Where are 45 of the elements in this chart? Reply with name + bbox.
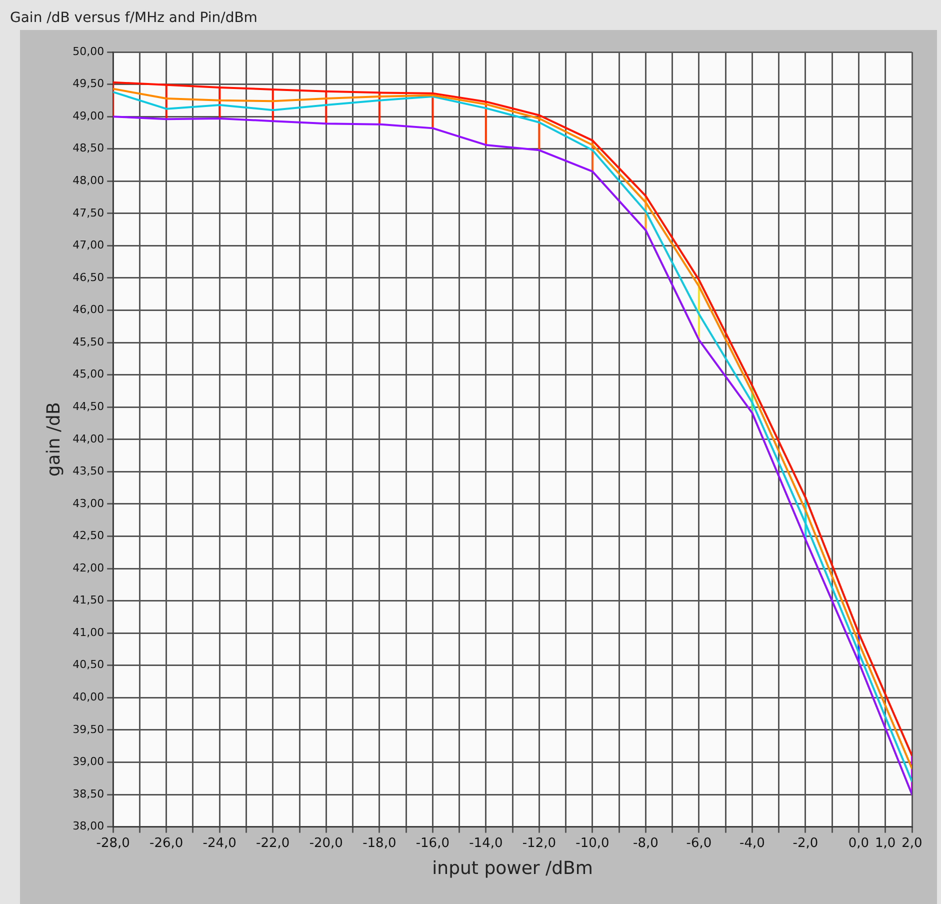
y-tick-label: 40,50 (72, 658, 104, 672)
y-tick-label: 49,50 (72, 77, 104, 90)
y-tick-label: 39,00 (72, 755, 104, 768)
y-tick-label: 45,50 (72, 335, 104, 348)
y-tick-label: 38,00 (72, 820, 104, 833)
y-tick-label: 47,50 (72, 206, 104, 220)
y-tick-label: 42,00 (72, 561, 104, 574)
y-tick-label: 48,50 (72, 142, 104, 155)
y-tick-label: 46,00 (72, 303, 104, 316)
y-tick-label: 46,50 (72, 270, 104, 284)
x-tick-label: -6,0 (686, 836, 712, 851)
x-tick-label: -10,0 (576, 836, 610, 851)
y-tick-label: 49,00 (72, 109, 104, 122)
x-axis-title: input power /dBm (432, 858, 593, 879)
x-tick-label: 0,0 (848, 836, 870, 851)
y-tick-label: 38,50 (72, 787, 104, 800)
x-tick-label: -16,0 (416, 836, 450, 851)
x-tick-label: -26,0 (150, 836, 184, 851)
x-tick-label: -12,0 (522, 836, 556, 851)
x-tick-label: -18,0 (362, 836, 396, 851)
y-tick-label: 44,00 (72, 432, 104, 446)
x-tick-label: -22,0 (256, 836, 290, 851)
y-tick-label: 44,50 (72, 400, 104, 413)
x-tick-label: -2,0 (792, 836, 818, 851)
y-tick-label: 43,00 (72, 496, 104, 510)
y-tick-label: 45,00 (72, 368, 104, 381)
x-tick-label: -14,0 (469, 836, 503, 851)
y-tick-label: 41,00 (72, 626, 104, 639)
chart-title: Gain /dB versus f/MHz and Pin/dBm (6, 8, 262, 28)
y-tick-label: 42,50 (72, 529, 104, 542)
x-tick-label: 1,0 (875, 836, 896, 851)
x-tick-label: -8,0 (633, 836, 658, 851)
y-tick-label: 41,50 (72, 594, 104, 607)
y-tick-label: 43,50 (72, 464, 104, 478)
x-tick-label: -24,0 (202, 836, 236, 851)
y-tick-label: 40,00 (72, 690, 104, 704)
y-tick-label: 50,00 (72, 44, 104, 58)
y-tick-label: 47,00 (72, 238, 104, 252)
x-tick-label: -20,0 (309, 836, 343, 851)
y-axis-title: gain /dB (43, 402, 64, 477)
y-tick-label: 48,00 (72, 174, 104, 187)
x-tick-label: -4,0 (740, 836, 765, 851)
x-tick-label: 2,0 (902, 836, 922, 851)
x-tick-label: -28,0 (96, 836, 130, 851)
y-tick-label: 39,50 (72, 722, 104, 736)
